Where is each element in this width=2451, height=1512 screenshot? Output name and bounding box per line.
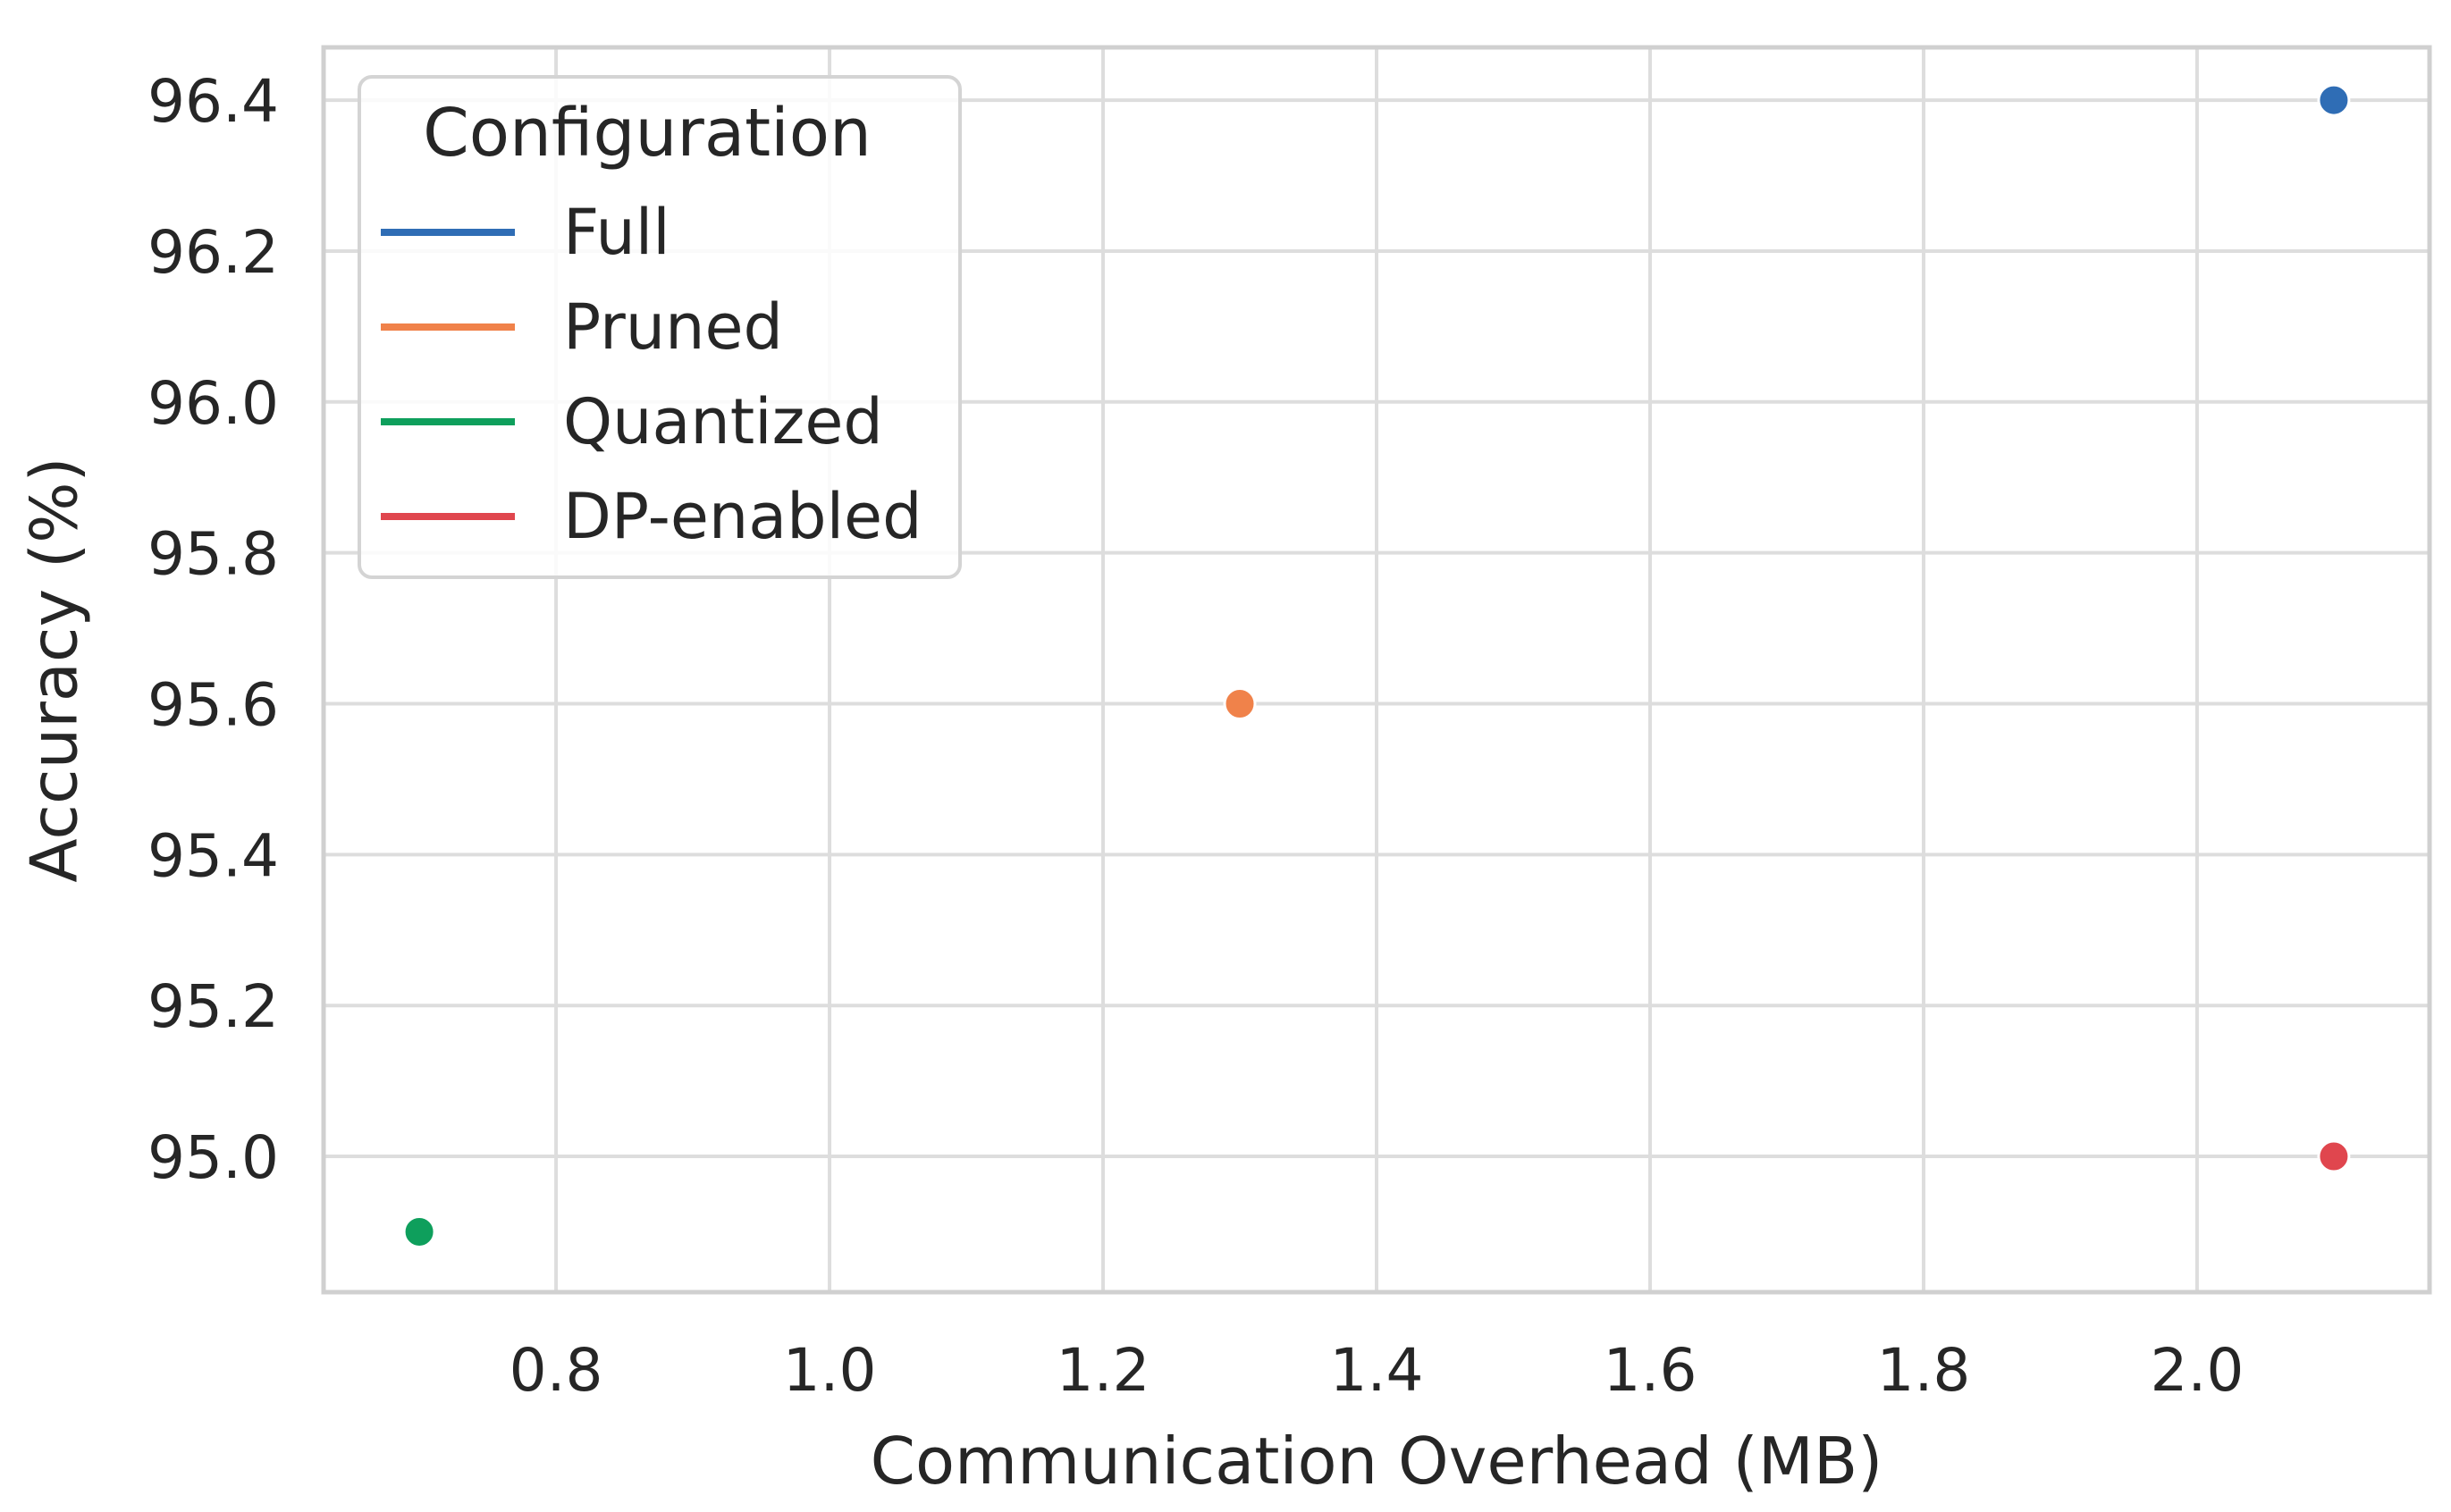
y-tick-label: 95.6 <box>147 670 279 739</box>
x-tick-label: 2.0 <box>2150 1336 2244 1405</box>
data-points <box>402 83 2351 1248</box>
legend: Configuration Full Pruned Quantized DP-enab… <box>358 75 962 579</box>
y-tick-label: 95.0 <box>147 1123 279 1192</box>
y-tick-label: 95.8 <box>147 520 279 589</box>
x-tick-label: 1.6 <box>1603 1336 1697 1405</box>
data-point-quantized <box>402 1214 436 1248</box>
legend-item: DP-enabled <box>381 480 922 553</box>
data-point-full <box>2317 83 2351 117</box>
x-tick-label: 0.8 <box>510 1336 603 1405</box>
data-point-pruned <box>1223 686 1257 720</box>
legend-label: Quantized <box>563 385 883 458</box>
y-axis-ticks: 95.0 95.2 95.4 95.6 95.8 96.0 96.2 96.4 <box>147 67 279 1192</box>
legend-label: Pruned <box>563 290 783 364</box>
x-axis-ticks: 0.8 1.0 1.2 1.4 1.6 1.8 2.0 <box>510 1336 2245 1405</box>
legend-label: DP-enabled <box>563 480 922 553</box>
x-tick-label: 1.0 <box>783 1336 877 1405</box>
data-point-dp-enabled <box>2317 1139 2351 1173</box>
y-axis-label: Accuracy (%) <box>17 457 92 882</box>
legend-label: Full <box>563 196 670 269</box>
x-tick-label: 1.2 <box>1057 1336 1150 1405</box>
legend-items: Full Pruned Quantized DP-enabled <box>381 196 922 553</box>
x-tick-label: 1.8 <box>1876 1336 1970 1405</box>
y-tick-label: 95.4 <box>147 821 279 890</box>
legend-title: Configuration <box>423 95 872 172</box>
x-tick-label: 1.4 <box>1330 1336 1424 1405</box>
legend-item: Full <box>381 196 670 269</box>
y-tick-label: 96.2 <box>147 218 279 287</box>
legend-item: Pruned <box>381 290 783 364</box>
legend-item: Quantized <box>381 385 883 458</box>
x-axis-label: Communication Overhead (MB) <box>871 1424 1883 1499</box>
y-tick-label: 96.0 <box>147 369 279 438</box>
y-tick-label: 96.4 <box>147 67 279 136</box>
legend-box <box>358 75 962 579</box>
plot-area-frame <box>321 45 2432 1295</box>
y-tick-label: 95.2 <box>147 972 279 1041</box>
